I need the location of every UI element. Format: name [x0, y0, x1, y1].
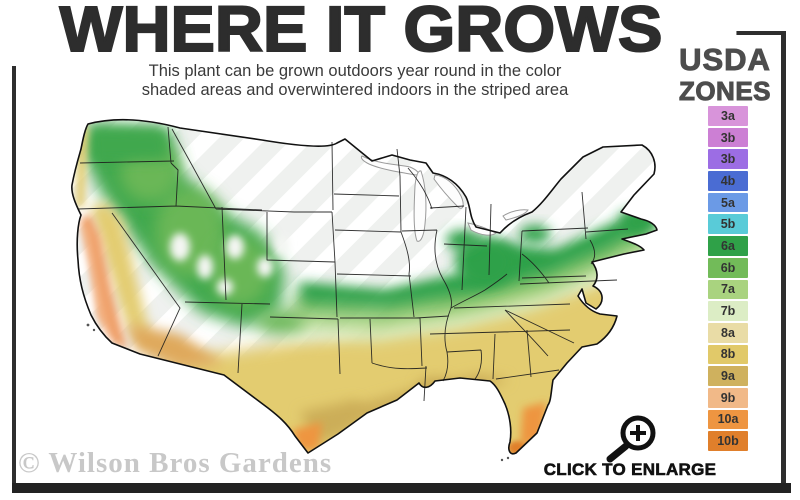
- us-outline: [71, 118, 658, 455]
- legend-title-usda: USDA: [679, 42, 771, 77]
- zone-swatch-7b-9: 7b: [708, 301, 748, 321]
- zone-swatch-10a-14: 10a: [708, 409, 748, 430]
- legend-title: USDA ZONES: [660, 42, 790, 106]
- subtitle-line-2: shaded areas and overwintered indoors in…: [141, 81, 569, 99]
- zone-swatch-3a-0: 3a: [708, 106, 748, 126]
- zone-swatch-3b-2: 3b: [708, 149, 748, 170]
- islands: [86, 323, 510, 462]
- zone-swatch-10b-15: 10b: [708, 431, 748, 451]
- zone-swatch-6b-7: 6b: [708, 257, 748, 278]
- state-borders: [77, 126, 629, 402]
- page-title: WHERE IT GROWS: [0, 0, 737, 66]
- click-to-enlarge-label: CLICK TO ENLARGE: [543, 460, 717, 480]
- legend-title-zones: ZONES: [678, 76, 772, 106]
- zone-swatch-8b-11: 8b: [708, 344, 748, 365]
- legend-zones: 3a 3b 3b 4b 5a 5b 6a 6b 7a 7b 8a 8b 9a 9b 10a 10b: [708, 106, 748, 451]
- zone-swatch-5a-4: 5a: [708, 192, 748, 213]
- zone-swatch-8a-10: 8a: [708, 322, 748, 343]
- watermark: © Wilson Bros Gardens: [18, 447, 333, 479]
- zone-swatch-3b-1: 3b: [708, 127, 748, 148]
- magnifier-plus-icon: [606, 415, 656, 463]
- zone-swatch-9a-12: 9a: [708, 366, 748, 386]
- us-zone-map[interactable]: [30, 112, 670, 468]
- page-frame-bottom: [12, 483, 791, 493]
- click-to-enlarge-button[interactable]: CLICK TO ENLARGE: [540, 412, 720, 484]
- zone-swatch-7a-8: 7a: [708, 279, 748, 300]
- subtitle-line-1: This plant can be grown outdoors year ro…: [148, 62, 562, 80]
- zone-swatch-4b-3: 4b: [708, 171, 748, 191]
- zone-swatch-6a-6: 6a: [708, 236, 748, 256]
- zone-swatch-9b-13: 9b: [708, 387, 748, 408]
- page-subtitle: This plant can be grown outdoors year ro…: [0, 62, 710, 100]
- zone-swatch-5b-5: 5b: [708, 214, 748, 235]
